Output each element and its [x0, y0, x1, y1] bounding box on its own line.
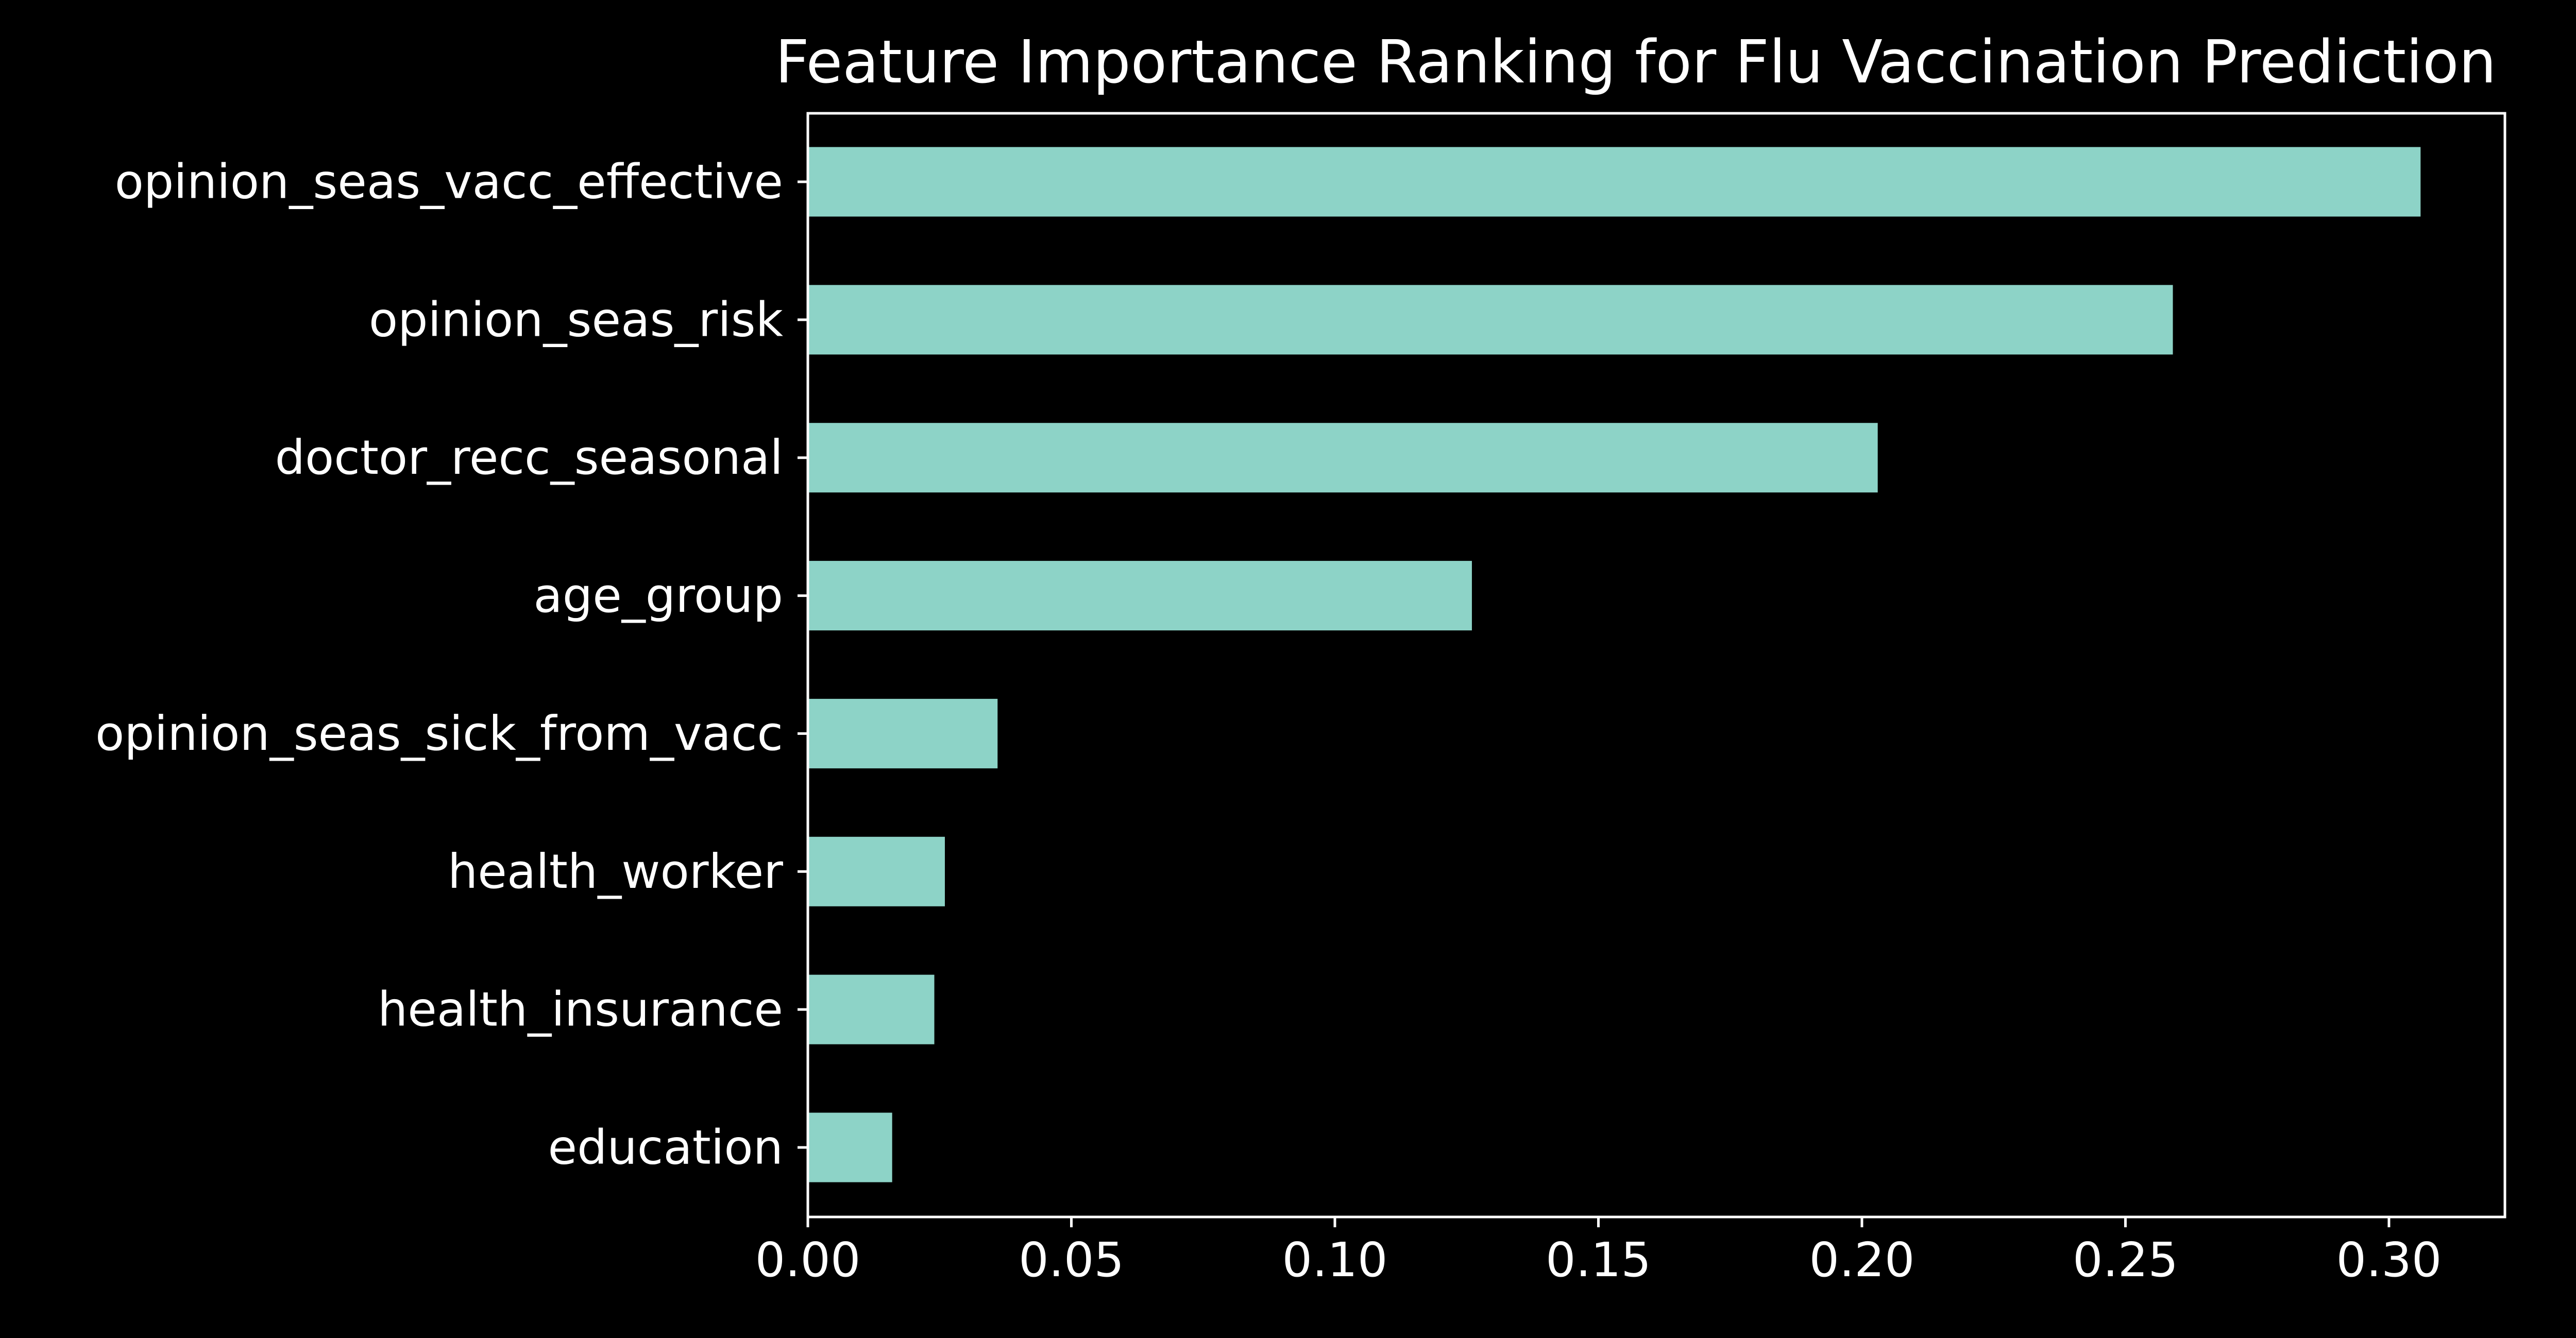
bar-education — [808, 1112, 892, 1182]
x-tick-label: 0.15 — [1546, 1232, 1651, 1288]
x-axis-ticks: 0.00 0.05 0.10 0.15 0.20 0.25 0.30 — [755, 1217, 2442, 1288]
y-tick-label: health_worker — [448, 844, 783, 899]
bar-opinion-seas-sick-from-vacc — [808, 698, 998, 768]
x-tick-label: 0.00 — [755, 1232, 861, 1288]
x-tick-label: 0.30 — [2336, 1232, 2442, 1288]
bar-opinion-seas-risk — [808, 285, 2173, 355]
y-tick-label: education — [548, 1120, 784, 1175]
y-tick-label: age_group — [533, 568, 783, 623]
y-tick-label: health_insurance — [378, 982, 783, 1037]
x-tick-label: 0.20 — [1809, 1232, 1915, 1288]
x-tick-label: 0.10 — [1282, 1232, 1388, 1288]
bar-health-insurance — [808, 974, 935, 1044]
y-tick-label: opinion_seas_sick_from_vacc — [95, 706, 783, 761]
bars-group — [808, 147, 2421, 1182]
bar-opinion-seas-vacc-effective — [808, 147, 2421, 217]
bar-doctor-recc-seasonal — [808, 423, 1878, 493]
y-tick-label: opinion_seas_risk — [369, 292, 784, 347]
x-tick-label: 0.05 — [1019, 1232, 1124, 1288]
y-axis-ticks: opinion_seas_vacc_effective opinion_seas_… — [95, 155, 808, 1175]
x-tick-label: 0.25 — [2073, 1232, 2178, 1288]
y-tick-label: doctor_recc_seasonal — [275, 430, 783, 485]
bar-health-worker — [808, 836, 945, 906]
y-tick-label: opinion_seas_vacc_effective — [115, 155, 783, 210]
bar-age-group — [808, 561, 1472, 631]
plot-frame — [806, 112, 2506, 1219]
chart-title: Feature Importance Ranking for Flu Vacci… — [775, 28, 2497, 97]
